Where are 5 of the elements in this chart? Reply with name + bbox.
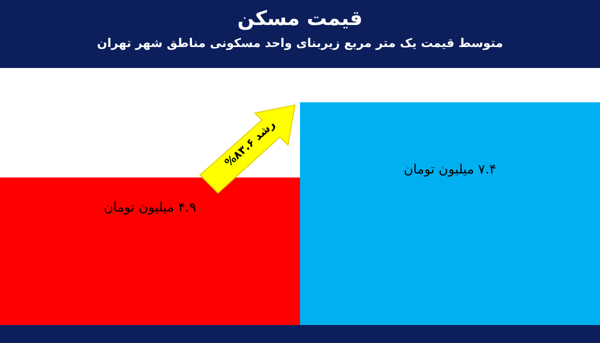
chart-subtitle: متوسط قیمت یک متر مربع زیربنای واحد مسکونی مناطق شهر تهران: [96, 36, 504, 50]
chart-title: قیمت مسکن: [236, 6, 364, 30]
data-label: ۴.۹ میلیون تومان: [104, 200, 196, 216]
annotation: رشد ۸۳.۶%: [221, 116, 279, 172]
data-label: ۷.۴ میلیون تومان: [404, 162, 496, 178]
